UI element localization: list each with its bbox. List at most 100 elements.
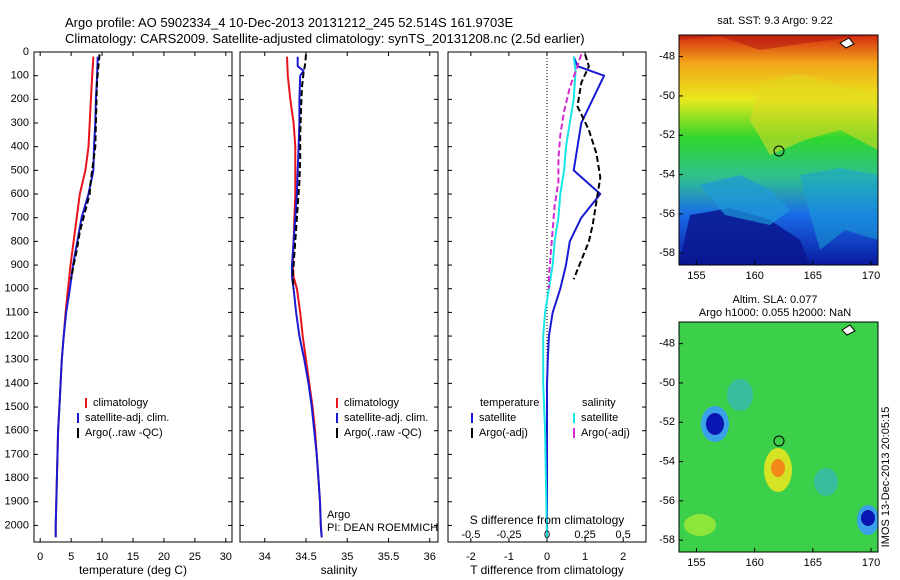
sst-blue-patch bbox=[700, 175, 790, 225]
title-line-1: Argo profile: AO 5902334_4 10-Dec-2013 2… bbox=[65, 15, 513, 30]
sla-island bbox=[841, 324, 856, 336]
sla-teal-patch-east bbox=[814, 468, 838, 496]
salinity-depth-ticks bbox=[240, 51, 438, 526]
map-y-tick-label: -48 bbox=[659, 338, 675, 350]
sla-low-core bbox=[706, 413, 724, 435]
legend-label-satellite: satellite-adj. clim. bbox=[85, 412, 169, 424]
sst-island bbox=[839, 37, 855, 49]
temperature-axis-ticks: 0 5 10 15 20 25 30 bbox=[37, 52, 232, 563]
temperature-series bbox=[54, 54, 101, 538]
x-tick-label: 36 bbox=[424, 551, 436, 563]
sla-yellowish-patch bbox=[684, 514, 716, 536]
sla-map-ticks: 155 160 165 170 -48 -50 -52 -54 -56 -58 bbox=[659, 338, 880, 569]
sst-map-title: sat. SST: 9.3 Argo: 9.22 bbox=[717, 15, 833, 27]
sla-map: Altim. SLA: 0.077 Argo h1000: 0.055 h200… bbox=[659, 294, 880, 569]
s-tick-label: 0.5 bbox=[616, 529, 631, 541]
s-tick-label: -0.5 bbox=[461, 529, 480, 541]
x-tick-label: 34 bbox=[259, 551, 271, 563]
x-tick-label: 35.5 bbox=[378, 551, 399, 563]
y-tick-label: 1500 bbox=[5, 401, 29, 413]
salinity-legend: climatology satellite-adj. clim. Argo(..… bbox=[336, 397, 428, 439]
salinity-axis-ticks: 34 34.5 35 35.5 36 bbox=[259, 52, 436, 563]
y-tick-label: 0 bbox=[23, 46, 29, 58]
x-tick-label: 10 bbox=[96, 551, 108, 563]
temperature-plot-frame bbox=[33, 51, 233, 543]
map-x-tick-label: 170 bbox=[862, 270, 880, 282]
temperature-xlabel: temperature (deg C) bbox=[79, 563, 187, 577]
legend-label-sal-satellite: satellite bbox=[581, 412, 618, 424]
x-tick-label: -1 bbox=[504, 551, 514, 563]
legend-label-argo: Argo(..raw -QC) bbox=[344, 427, 422, 439]
x-tick-label: 2 bbox=[620, 551, 626, 563]
temperature-panel: 0100200300400500600700800900100011001200… bbox=[5, 46, 233, 577]
salinity-plot-frame bbox=[239, 51, 439, 543]
salinity-series bbox=[286, 54, 323, 538]
sst-warm-patch bbox=[679, 35, 878, 50]
difference-series bbox=[542, 54, 606, 538]
y-tick-label: 1000 bbox=[5, 283, 29, 295]
s-tick-label: -0.25 bbox=[496, 529, 521, 541]
legend-label-climatology: climatology bbox=[344, 397, 400, 409]
y-tick-label: 800 bbox=[11, 235, 29, 247]
legend-title-temperature: temperature bbox=[480, 397, 539, 409]
series-line-4 bbox=[547, 54, 583, 289]
map-x-tick-label: 170 bbox=[862, 557, 880, 569]
x-tick-label: 15 bbox=[127, 551, 139, 563]
y-tick-label: 200 bbox=[11, 93, 29, 105]
sst-cold-patch bbox=[679, 208, 810, 265]
sla-low-core-east bbox=[861, 510, 875, 526]
sst-blue-patch-east bbox=[800, 168, 878, 250]
series-line-2 bbox=[291, 56, 323, 538]
y-tick-label: 1600 bbox=[5, 425, 29, 437]
y-tick-label: 500 bbox=[11, 164, 29, 176]
y-tick-label: 2000 bbox=[5, 519, 29, 531]
y-tick-label: 1100 bbox=[5, 306, 29, 318]
y-tick-label: 400 bbox=[11, 141, 29, 153]
difference-axis-ticks: -2 -1 0 1 2 bbox=[466, 52, 626, 563]
map-y-tick-label: -52 bbox=[659, 129, 675, 141]
salinity-panel: 34 34.5 35 35.5 36 climatology satellite-adj… bbox=[239, 51, 439, 577]
sst-argo-location-marker bbox=[773, 145, 785, 157]
legend-label-climatology: climatology bbox=[93, 397, 149, 409]
map-y-tick-label: -56 bbox=[659, 495, 675, 507]
sla-teal-patch bbox=[727, 379, 753, 411]
pi-annotation: PI: DEAN ROEMMICH bbox=[327, 522, 438, 534]
x-tick-label: -2 bbox=[466, 551, 476, 563]
series-line-3 bbox=[70, 54, 101, 280]
map-x-tick-label: 165 bbox=[804, 270, 822, 282]
x-tick-label: 35 bbox=[341, 551, 353, 563]
series-line-2 bbox=[54, 56, 99, 538]
s-tick-label: 0 bbox=[544, 529, 550, 541]
map-y-tick-label: -54 bbox=[659, 168, 675, 180]
y-tick-label: 1900 bbox=[5, 496, 29, 508]
legend-label-temp-satellite: satellite bbox=[479, 412, 516, 424]
difference-panel: -2 -1 0 1 2 temperature salinity satellite A… bbox=[447, 51, 647, 577]
x-tick-label: 34.5 bbox=[295, 551, 316, 563]
y-tick-label: 100 bbox=[11, 70, 29, 82]
y-tick-label: 1700 bbox=[5, 448, 29, 460]
legend-title-salinity: salinity bbox=[582, 397, 616, 409]
x-tick-label: 5 bbox=[68, 551, 74, 563]
map-x-tick-label: 160 bbox=[745, 270, 763, 282]
sst-map: sat. SST: 9.3 Argo: 9.22 155 160 165 170 -48… bbox=[659, 15, 880, 282]
sla-high-core bbox=[771, 459, 785, 477]
series-line-3 bbox=[291, 54, 307, 289]
series-line-3 bbox=[542, 56, 577, 538]
title-line-2: Climatology: CARS2009. Satellite-adjuste… bbox=[65, 31, 585, 46]
s-difference-label: S difference from climatology bbox=[470, 513, 625, 527]
y-tick-label: 1800 bbox=[5, 472, 29, 484]
sla-map-title-2: Argo h1000: 0.055 h2000: NaN bbox=[699, 307, 851, 319]
y-tick-label: 1300 bbox=[5, 354, 29, 366]
y-tick-label: 700 bbox=[11, 212, 29, 224]
legend-label-satellite: satellite-adj. clim. bbox=[344, 412, 428, 424]
map-y-tick-label: -52 bbox=[659, 416, 675, 428]
salinity-xlabel: salinity bbox=[321, 563, 358, 577]
map-x-tick-label: 165 bbox=[804, 557, 822, 569]
x-tick-label: 25 bbox=[189, 551, 201, 563]
map-y-tick-label: -48 bbox=[659, 51, 675, 63]
t-difference-xlabel: T difference from climatology bbox=[470, 563, 624, 577]
temperature-legend: climatology satellite-adj. clim. Argo(..… bbox=[77, 397, 169, 439]
y-tick-label: 900 bbox=[11, 259, 29, 271]
y-tick-label: 300 bbox=[11, 117, 29, 129]
